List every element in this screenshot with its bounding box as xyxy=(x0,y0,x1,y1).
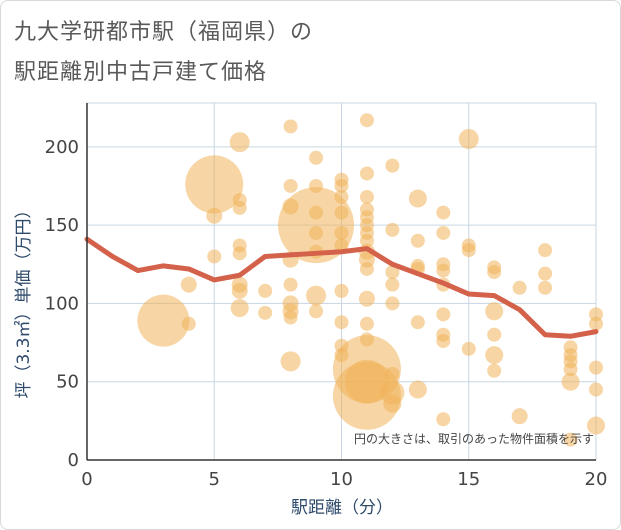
data-bubble xyxy=(258,283,273,298)
data-bubble xyxy=(538,280,553,295)
data-bubble xyxy=(511,408,528,425)
data-bubble xyxy=(359,166,374,181)
data-bubble xyxy=(309,225,324,240)
data-bubble xyxy=(283,119,298,134)
data-bubble xyxy=(334,189,349,204)
data-bubble xyxy=(563,432,578,447)
bubble-size-note: 円の大きさは、取引のあった物件面積を示す xyxy=(354,431,594,446)
data-bubble xyxy=(512,280,527,295)
data-bubble xyxy=(385,296,400,311)
data-bubble xyxy=(410,315,425,330)
data-bubble xyxy=(258,305,273,320)
data-bubble xyxy=(359,233,374,248)
data-bubble xyxy=(231,282,248,299)
data-bubble xyxy=(538,243,553,258)
data-bubble xyxy=(587,416,605,435)
x-tick-label: 5 xyxy=(209,469,220,490)
data-bubble xyxy=(385,277,400,292)
data-bubble xyxy=(538,266,553,281)
data-bubble xyxy=(309,150,324,165)
data-bubble xyxy=(408,189,427,208)
data-bubble xyxy=(359,113,374,128)
data-bubble xyxy=(334,205,349,220)
data-bubble xyxy=(185,155,244,214)
y-axis-title: 坪（3.3㎡）単価（万円） xyxy=(14,201,34,398)
data-bubble xyxy=(358,290,375,307)
data-bubble xyxy=(385,366,400,381)
data-bubble xyxy=(589,382,603,397)
data-bubble xyxy=(306,285,327,306)
y-tick-label: 0 xyxy=(68,450,79,471)
data-bubble xyxy=(383,394,402,413)
data-bubble xyxy=(436,225,451,240)
data-bubble xyxy=(232,200,247,215)
x-axis-title: 駅距離（分） xyxy=(291,498,393,518)
data-bubble xyxy=(283,178,298,193)
data-bubble xyxy=(283,310,298,325)
x-tick-label: 15 xyxy=(457,469,480,490)
bubble-series xyxy=(137,113,605,447)
data-bubble xyxy=(359,189,374,204)
data-bubble xyxy=(180,276,197,293)
data-bubble xyxy=(487,327,502,342)
data-bubble xyxy=(589,316,603,331)
data-bubble xyxy=(487,265,502,280)
data-bubble xyxy=(230,299,249,318)
x-tick-label: 20 xyxy=(585,469,608,490)
data-bubble xyxy=(385,222,400,237)
data-bubble xyxy=(232,246,247,261)
data-bubble xyxy=(334,178,349,193)
data-bubble xyxy=(436,334,451,348)
data-bubble xyxy=(589,360,603,375)
trend-line-layer xyxy=(84,236,599,339)
data-bubble xyxy=(334,315,349,330)
trend-line xyxy=(84,236,599,339)
x-tick-label: 0 xyxy=(81,469,92,490)
y-tick-label: 100 xyxy=(45,293,79,314)
y-tick-label: 50 xyxy=(56,372,79,393)
data-bubble xyxy=(334,283,349,298)
data-bubble xyxy=(410,233,425,248)
data-bubble xyxy=(385,158,400,173)
y-tick-label: 150 xyxy=(45,215,79,236)
data-bubble xyxy=(309,304,324,319)
data-bubble xyxy=(485,346,504,365)
data-bubble xyxy=(229,132,250,153)
data-bubble xyxy=(280,351,301,372)
data-bubble xyxy=(436,205,451,220)
data-bubble xyxy=(359,261,374,276)
chart-title-line-1: 九大学研都市駅（福岡県）の xyxy=(14,20,314,45)
data-bubble xyxy=(408,380,427,399)
data-bubble xyxy=(563,362,578,377)
data-bubble xyxy=(561,372,580,391)
data-bubble xyxy=(283,277,298,292)
data-bubble xyxy=(181,316,196,331)
data-bubble xyxy=(207,249,222,264)
data-bubble xyxy=(461,341,476,356)
data-bubble xyxy=(334,225,349,240)
chart-title-line-2: 駅距離別中古戸建て価格 xyxy=(14,60,268,85)
data-bubble xyxy=(332,361,401,430)
data-bubble xyxy=(487,363,502,378)
data-bubble xyxy=(359,316,374,331)
data-bubble xyxy=(436,412,451,427)
data-bubble xyxy=(206,207,223,224)
y-tick-label: 200 xyxy=(45,137,79,158)
data-bubble xyxy=(461,243,476,258)
data-bubble xyxy=(385,265,400,280)
data-bubble xyxy=(485,302,504,321)
data-bubble xyxy=(137,294,190,347)
x-tick-label: 10 xyxy=(330,469,353,490)
data-bubble xyxy=(436,307,451,322)
data-bubble xyxy=(458,129,479,150)
data-bubble xyxy=(436,263,451,278)
